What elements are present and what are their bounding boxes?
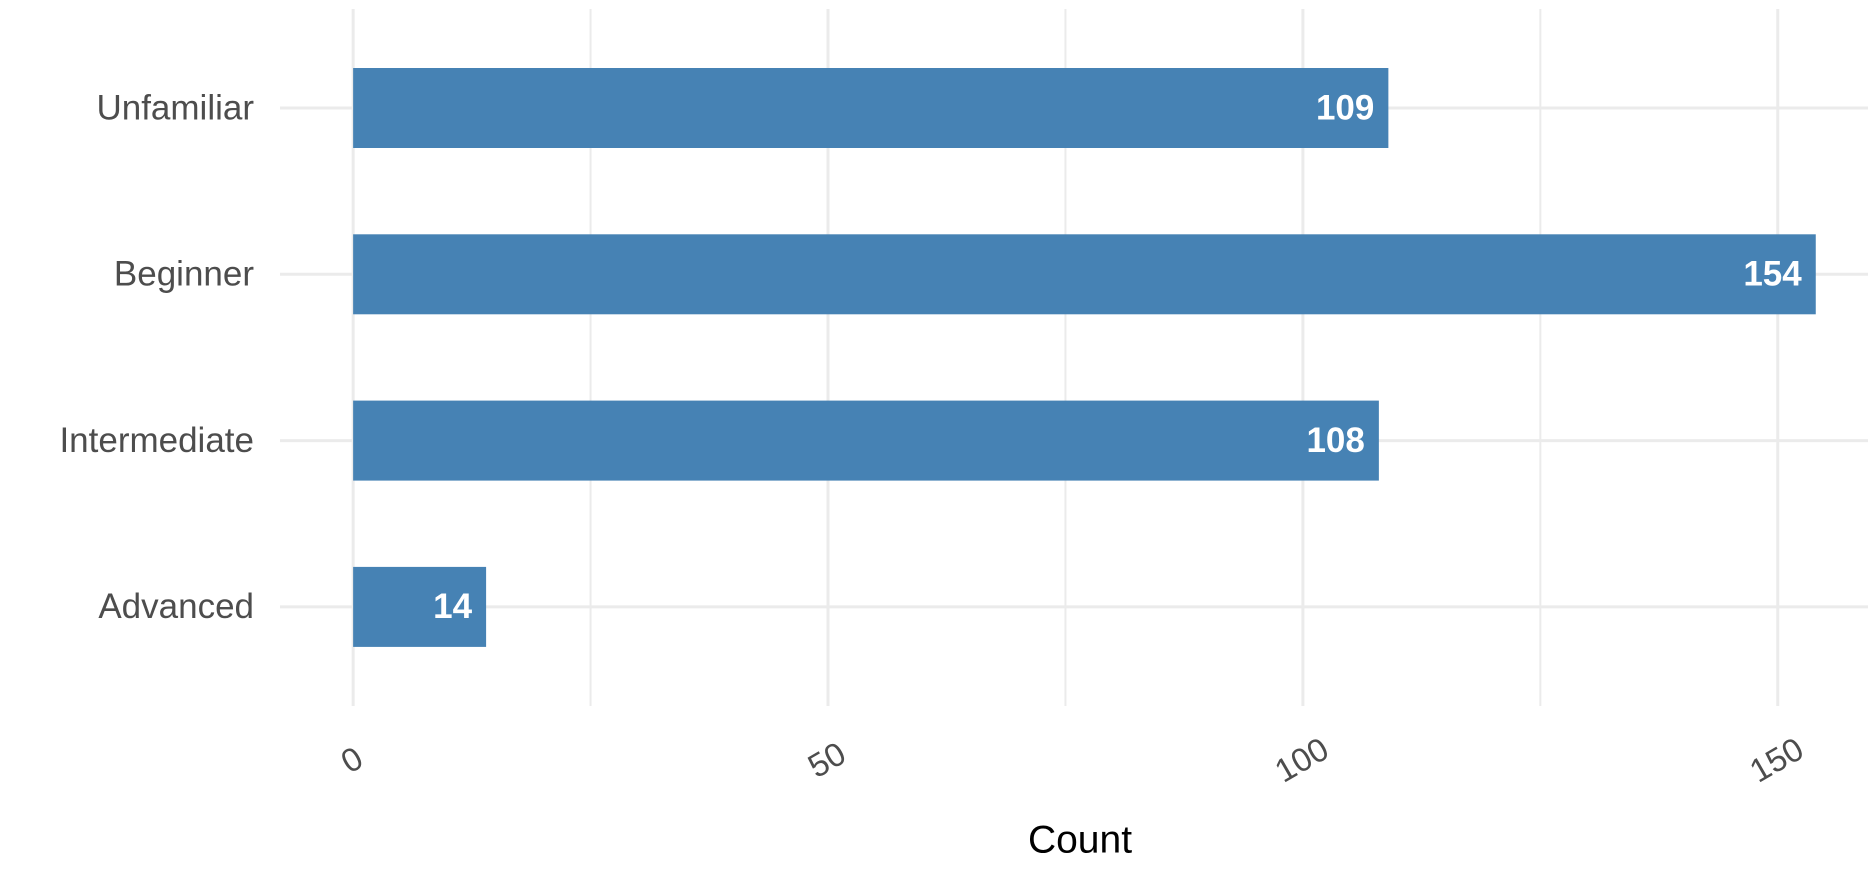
y-tick-label: Intermediate <box>59 421 254 460</box>
bar <box>353 68 1389 148</box>
bar <box>353 234 1816 315</box>
x-axis-title: Count <box>1028 818 1132 861</box>
x-tick-label: 0 <box>335 739 369 780</box>
x-tick-label: 50 <box>801 734 851 784</box>
value-label: 109 <box>1316 88 1374 127</box>
value-label: 108 <box>1306 421 1364 460</box>
y-tick-label: Unfamiliar <box>96 88 254 127</box>
value-label: 14 <box>433 587 472 626</box>
y-tick-label: Beginner <box>114 255 254 294</box>
x-tick-label: 100 <box>1268 730 1334 790</box>
y-tick-label: Advanced <box>98 587 254 626</box>
bar <box>353 566 487 647</box>
bar <box>353 400 1379 481</box>
x-tick-label: 150 <box>1743 730 1809 790</box>
value-label: 154 <box>1743 255 1802 294</box>
